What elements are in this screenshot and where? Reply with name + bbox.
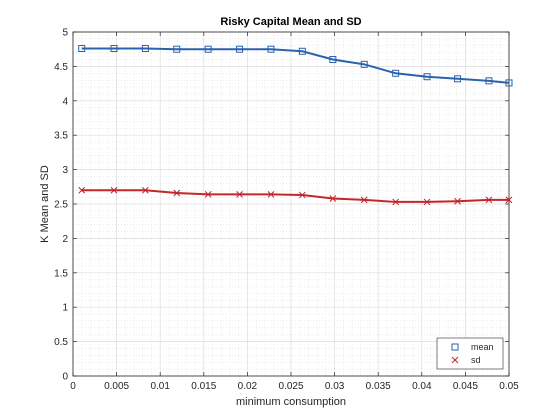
x-tick-label: 0.05 [499, 381, 519, 392]
point-mean [236, 45, 244, 53]
point-sd-stroke-b [329, 195, 337, 202]
y-tick-label: 3.5 [54, 131, 68, 142]
x-tick-label: 0.015 [191, 381, 216, 392]
point-sd-stroke-b [298, 191, 306, 199]
point-sd [485, 196, 493, 204]
x-tick-label: 0.03 [325, 381, 345, 392]
x-tick-label: 0.035 [366, 381, 391, 392]
point-sd [110, 186, 118, 194]
ticks [72, 31, 510, 377]
y-tick-label: 5 [62, 28, 68, 39]
x-axis-label: minimum consumption [236, 396, 346, 408]
legend-box [436, 337, 504, 370]
legend-marker-sd [451, 356, 459, 364]
x-tick-label: 0.025 [278, 381, 303, 392]
point-sd-stroke-b [392, 198, 399, 206]
point-sd-stroke-b [505, 196, 513, 204]
point-sd-stroke-b [360, 196, 368, 204]
legend: mean sd [436, 337, 504, 370]
point-sd-stroke-b [236, 191, 243, 198]
point-sd-stroke-b [454, 197, 461, 205]
grid [72, 31, 510, 377]
point-mean [141, 45, 149, 53]
y-tick-labels: 0 0.5 1 1.5 2 2.5 3 3.5 4 4.5 5 [54, 28, 68, 383]
y-axis-label: K Mean and SD [39, 165, 51, 243]
y-tick-label: 2 [62, 234, 68, 245]
point-sd [142, 186, 149, 194]
point-sd-stroke-b [110, 186, 118, 194]
series [78, 45, 513, 206]
x-tick-label: 0.04 [412, 381, 432, 392]
point-sd [267, 191, 275, 198]
point-sd [423, 198, 431, 206]
x-tick-label: 0 [70, 381, 76, 392]
legend-marker-mean [451, 343, 459, 351]
point-mean [78, 45, 86, 53]
x-tick-label: 0.005 [104, 381, 129, 392]
point-sd-stroke-b [173, 189, 181, 197]
point-mean [267, 45, 275, 53]
chart-title: Risky Capital Mean and SD [220, 16, 361, 28]
y-tick-label: 1.5 [54, 268, 68, 279]
point-sd-stroke-b [267, 191, 275, 198]
point-mean [204, 45, 212, 53]
point-sd [236, 191, 243, 198]
point-sd [78, 186, 86, 194]
point-sd-stroke-b [485, 196, 493, 204]
point-mean [454, 75, 462, 83]
point-mean [298, 47, 306, 55]
series-line-mean [81, 47, 510, 84]
point-sd-stroke-b [204, 191, 212, 198]
point-mean [360, 60, 368, 68]
point-mean [505, 79, 513, 87]
point-sd [173, 189, 181, 197]
legend-label-sd: sd [471, 355, 481, 365]
legend-marker-sd-stroke-b [451, 356, 459, 364]
y-tick-label: 0 [62, 372, 68, 383]
point-sd-stroke-b [142, 186, 149, 194]
point-sd-stroke-b [78, 186, 86, 194]
x-tick-labels: 0 0.005 0.01 0.015 0.02 0.025 0.03 0.035 0.04 0.0… [70, 381, 519, 392]
point-mean [485, 77, 493, 85]
x-tick-label: 0.02 [238, 381, 258, 392]
point-sd [360, 196, 368, 204]
y-tick-label: 4.5 [54, 62, 68, 73]
y-tick-label: 4 [62, 96, 68, 107]
point-mean [110, 45, 118, 53]
x-tick-label: 0.01 [150, 381, 170, 392]
y-tick-label: 3 [62, 165, 68, 176]
point-sd [204, 191, 212, 198]
point-mean [423, 73, 431, 81]
x-tick-label: 0.045 [453, 381, 478, 392]
point-sd [392, 198, 399, 206]
y-tick-label: 1 [62, 303, 68, 314]
y-tick-label: 0.5 [54, 337, 68, 348]
legend-label-mean: mean [471, 342, 494, 352]
point-mean [392, 69, 400, 77]
y-tick-label: 2.5 [54, 200, 68, 211]
point-sd [454, 197, 461, 205]
point-mean [329, 56, 337, 64]
point-sd-stroke-b [423, 198, 431, 206]
point-sd [505, 196, 513, 204]
point-mean [173, 45, 181, 53]
point-sd [298, 191, 306, 199]
point-sd [329, 195, 337, 202]
